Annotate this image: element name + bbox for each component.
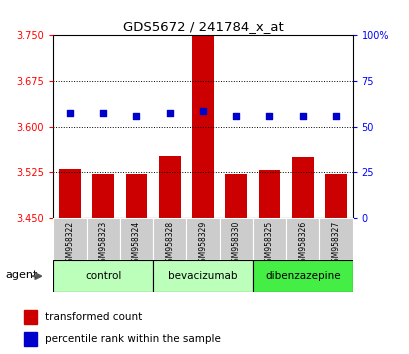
Bar	[192, 35, 213, 218]
Point	[199, 109, 206, 114]
Bar	[319, 218, 352, 260]
Bar	[59, 169, 81, 218]
Bar	[153, 260, 252, 292]
Text: bevacizumab: bevacizumab	[168, 271, 237, 281]
Text: percentile rank within the sample: percentile rank within the sample	[45, 334, 220, 344]
Bar	[119, 218, 153, 260]
Bar	[285, 218, 319, 260]
Text: GSM958327: GSM958327	[330, 221, 339, 267]
Point	[265, 113, 272, 119]
Point	[299, 113, 305, 119]
Bar	[219, 218, 252, 260]
Text: transformed count: transformed count	[45, 312, 142, 322]
Bar	[258, 170, 280, 218]
Bar	[324, 174, 346, 218]
Bar	[159, 156, 180, 218]
Bar	[92, 174, 114, 218]
Point	[166, 110, 173, 116]
Bar	[252, 218, 285, 260]
Text: GSM958330: GSM958330	[231, 221, 240, 268]
Bar	[53, 260, 153, 292]
Text: dibenzazepine: dibenzazepine	[264, 271, 340, 281]
Point	[133, 113, 139, 119]
Point	[332, 113, 338, 119]
Text: control: control	[85, 271, 121, 281]
Bar	[153, 218, 186, 260]
Bar	[225, 174, 246, 218]
Text: GSM958324: GSM958324	[132, 221, 141, 267]
Bar	[252, 260, 352, 292]
Text: GSM958325: GSM958325	[264, 221, 273, 267]
Title: GDS5672 / 241784_x_at: GDS5672 / 241784_x_at	[122, 20, 283, 33]
Bar	[24, 310, 37, 324]
Text: GSM958322: GSM958322	[65, 221, 74, 267]
Point	[100, 110, 106, 116]
Point	[232, 113, 239, 119]
Text: GSM958323: GSM958323	[99, 221, 108, 267]
Bar	[291, 157, 313, 218]
Bar	[24, 332, 37, 346]
Text: GSM958326: GSM958326	[297, 221, 306, 267]
Bar	[125, 174, 147, 218]
Bar	[53, 218, 86, 260]
Point	[67, 110, 73, 116]
Text: GSM958329: GSM958329	[198, 221, 207, 267]
Text: GSM958328: GSM958328	[165, 221, 174, 267]
Bar	[86, 218, 119, 260]
Text: agent: agent	[6, 269, 38, 280]
Bar	[186, 218, 219, 260]
